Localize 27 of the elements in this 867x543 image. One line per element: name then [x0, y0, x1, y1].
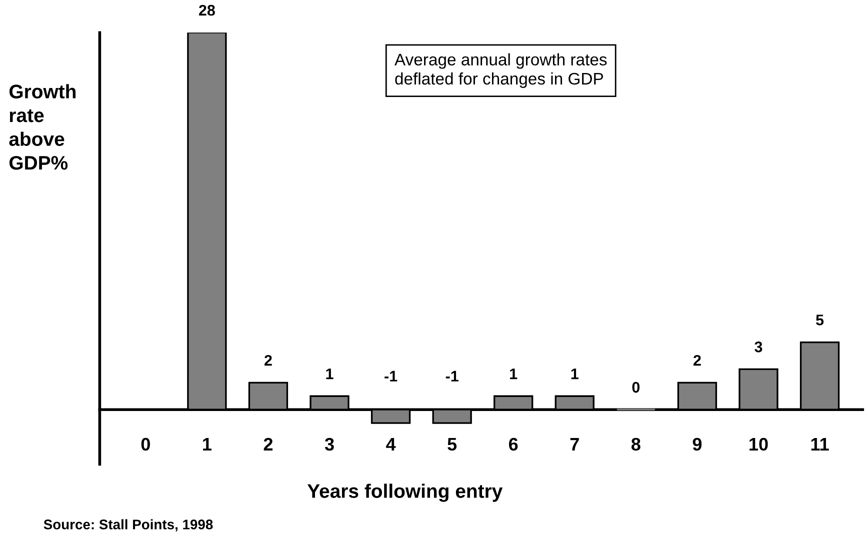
annotation: Average annual growth rates deflated for changes in GDP	[394, 53, 607, 88]
data-label: 3	[754, 341, 762, 352]
data-label: 28	[198, 4, 215, 16]
x-tick-label: 3	[324, 438, 334, 451]
data-label: 2	[264, 354, 272, 366]
data-label: 1	[510, 368, 518, 380]
x-tick-label: 4	[386, 438, 396, 450]
x-tick-label: 11	[811, 438, 829, 450]
data-label: -1	[384, 370, 398, 382]
data-label: 2	[693, 354, 701, 366]
x-tick-label: 1	[203, 438, 212, 450]
data-label: 1	[571, 368, 578, 380]
source-note: Source: Stall Points, 1998	[44, 519, 213, 532]
x-tick-label: 2	[264, 438, 273, 450]
x-tick-label: 5	[448, 438, 457, 451]
data-label: 0	[632, 382, 640, 393]
x-tick-label: 9	[692, 438, 702, 451]
data-label: -1	[446, 370, 458, 382]
data-label: 1	[326, 368, 334, 380]
y-axis-title: Growth rate above GDP%	[9, 84, 76, 170]
x-tick-label: 6	[509, 438, 518, 451]
x-axis-title: Years following entry	[307, 484, 503, 502]
x-tick-label: 7	[570, 438, 579, 450]
x-tick-label: 10	[750, 438, 768, 451]
x-tick-label: 8	[631, 438, 640, 451]
data-label: 5	[816, 314, 824, 326]
x-tick-label: 0	[141, 438, 150, 451]
